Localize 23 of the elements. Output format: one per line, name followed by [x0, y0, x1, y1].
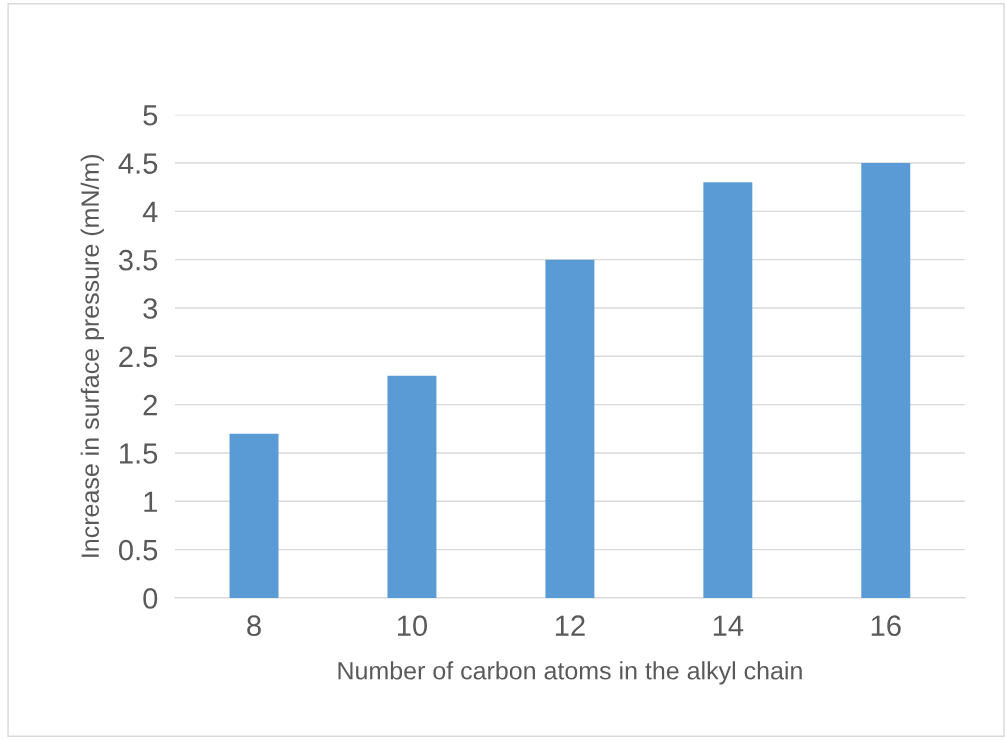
x-tick-label: 16	[871, 615, 901, 637]
x-tick-label: 14	[713, 615, 744, 636]
x-tick-label: 10	[397, 615, 428, 637]
y-tick-label: 1	[144, 491, 157, 512]
bar	[229, 433, 279, 598]
x-axis-title: Number of carbon atoms in the alkyl chain	[338, 661, 802, 685]
y-tick-label: 3	[143, 298, 158, 319]
y-tick-label: 5	[143, 105, 158, 126]
x-tick-label: 12	[555, 615, 585, 636]
y-tick-label: 0	[143, 588, 158, 609]
y-tick-label: 3.5	[118, 249, 158, 271]
bar	[545, 259, 595, 598]
y-tick-label: 4.5	[118, 153, 158, 174]
y-axis-title: Increase in surface pressure (mN/m)	[80, 155, 104, 557]
y-tick-label: 2	[143, 394, 157, 416]
bar	[861, 163, 911, 598]
y-tick-label: 0.5	[118, 539, 158, 561]
bar	[703, 182, 753, 598]
bar	[387, 375, 437, 598]
x-tick-label: 8	[247, 615, 261, 637]
y-tick-label: 2.5	[119, 346, 158, 368]
y-tick-label: 1.5	[120, 443, 158, 464]
y-tick-label: 4	[142, 201, 158, 222]
